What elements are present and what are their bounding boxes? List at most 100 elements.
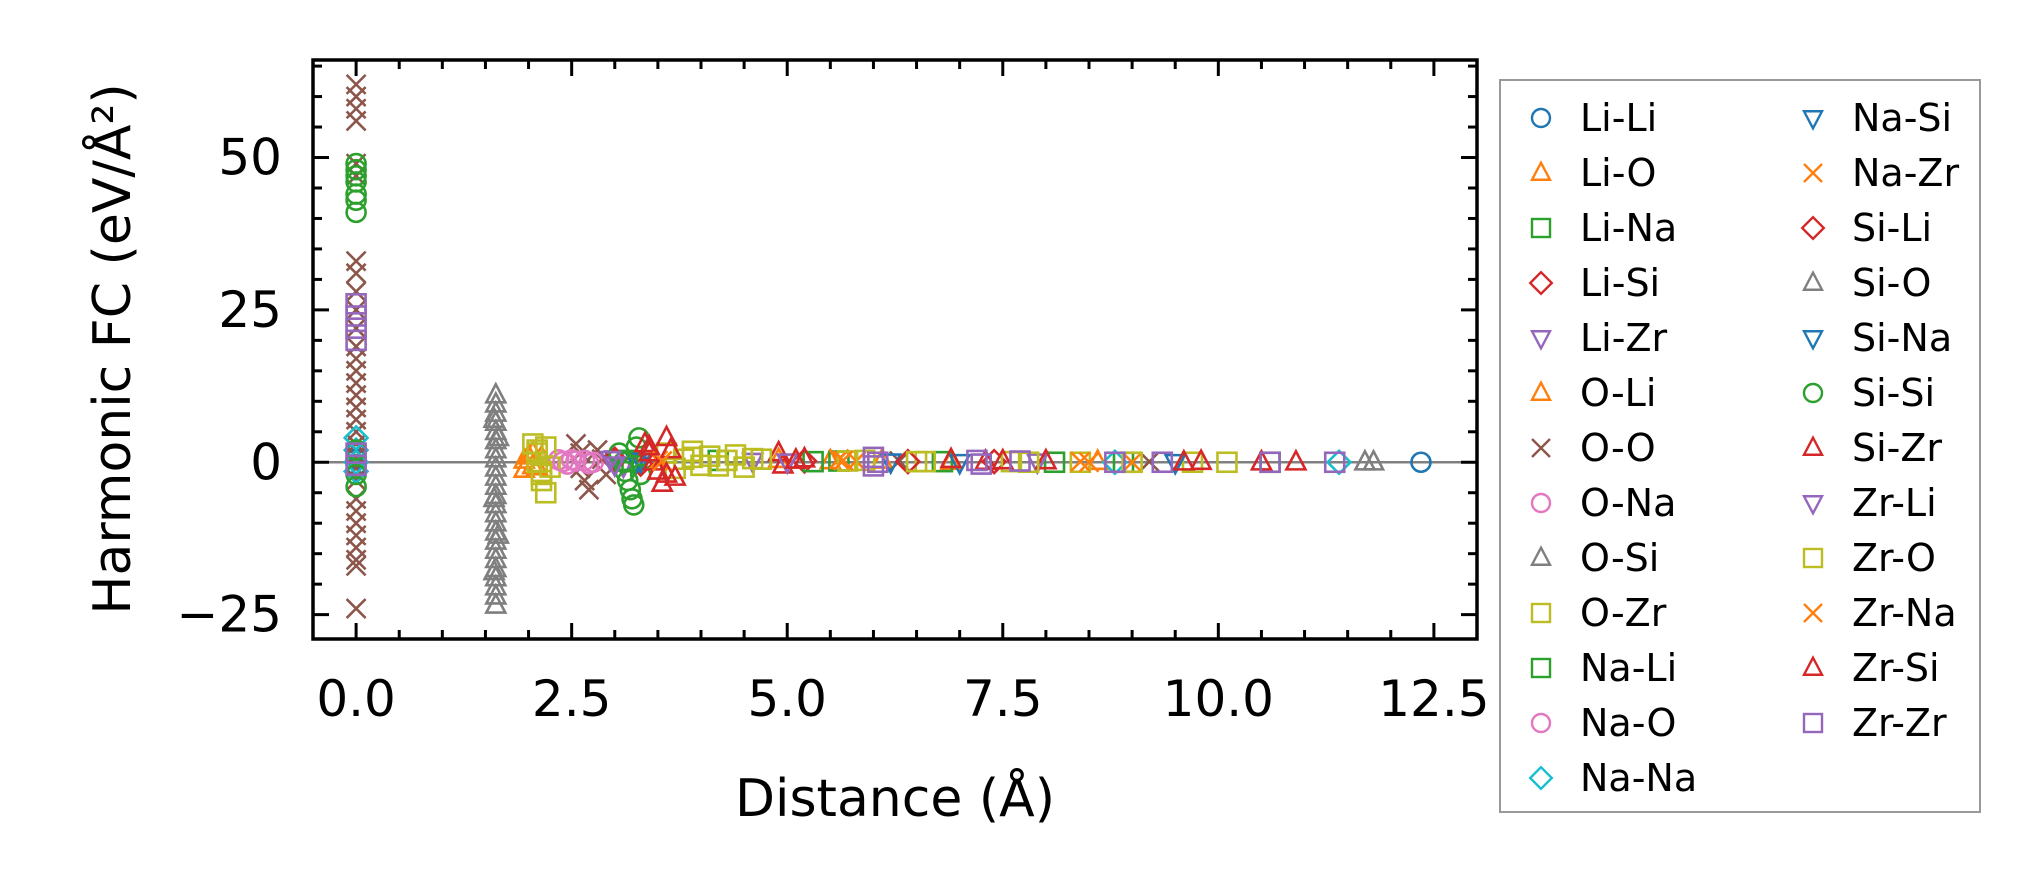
data-point-si-si [622, 494, 645, 516]
data-point-si-zr [1284, 448, 1308, 471]
data-point-si-na [948, 453, 972, 476]
data-point-zr-zr [862, 455, 885, 477]
x-tick-label: 10.0 [1163, 670, 1274, 728]
legend-label-zr-o: Zr-O [1852, 536, 1936, 580]
data-point-si-zr [663, 463, 687, 486]
data-point-o-o [578, 479, 600, 501]
data-point-na-o [578, 452, 600, 475]
data-point-o-na [573, 449, 596, 472]
legend-label-zr-li: Zr-Li [1852, 481, 1937, 525]
data-point-si-si [345, 158, 367, 181]
data-point-o-o [345, 549, 367, 571]
data-point-o-o [1138, 451, 1160, 473]
data-point-si-li [894, 448, 922, 475]
data-point-si-zr [991, 447, 1015, 470]
x-tick-label: 2.5 [532, 670, 612, 728]
legend-label-na-si: Na-Si [1852, 96, 1952, 140]
data-point-zr-zr [966, 449, 988, 472]
data-point-zr-o [526, 439, 548, 461]
legend-label-na-li: Na-Li [1580, 646, 1677, 690]
data-point-zr-li [603, 456, 627, 479]
data-point-o-si [484, 582, 508, 605]
legend-marker-na-zr [1803, 163, 1823, 183]
data-point-si-si [345, 189, 367, 211]
data-point-zr-na [832, 450, 854, 471]
legend-marker-si-zr [1802, 435, 1824, 456]
data-point-zr-zr [1104, 451, 1126, 474]
data-point-o-zr [1181, 451, 1204, 474]
data-point-si-o [482, 558, 506, 581]
legend-marker-si-na [1802, 330, 1824, 351]
legend-marker-o-zr [1530, 602, 1552, 624]
series-si-o [482, 405, 1377, 581]
legend-marker-li-zr [1530, 330, 1552, 351]
legend-frame [1499, 79, 1981, 813]
legend-marker-o-o [1531, 438, 1551, 458]
legend-label-si-zr: Si-Zr [1852, 426, 1942, 470]
data-point-zr-si [784, 446, 808, 469]
legend-marker-zr-o [1802, 547, 1824, 569]
axis-ticks: 0.0 2.5 5.0 7.5 10.0 12.5 −25 0 25 50 [176, 60, 1490, 728]
legend-marker-o-si [1530, 545, 1552, 566]
data-point-o-o [345, 299, 367, 321]
legend-marker-li-o [1530, 160, 1552, 181]
data-point-zr-zr [1151, 451, 1174, 474]
data-point-zr-si [1172, 448, 1196, 471]
legend-marker-na-o [1530, 712, 1552, 734]
y-tick-label: 25 [218, 281, 282, 339]
legend-marker-na-na [1528, 765, 1554, 791]
y-tick-label: 50 [218, 129, 282, 187]
data-point-o-o [345, 281, 367, 303]
legend-label-li-si: Li-Si [1580, 261, 1660, 305]
legend-marker-si-o [1802, 270, 1824, 291]
x-axis-label: Distance (Å) [735, 767, 1055, 829]
data-point-si-si [345, 475, 367, 498]
legend-label-zr-na: Zr-Na [1852, 591, 1957, 635]
data-point-zr-zr [1259, 451, 1281, 474]
legend-marker-li-si [1528, 270, 1554, 296]
legend-marker-si-li [1800, 215, 1826, 241]
y-tick-label: 0 [250, 433, 282, 491]
data-point-na-zr [1069, 451, 1091, 473]
data-point-o-o [345, 598, 367, 619]
data-point-zr-zr [970, 453, 993, 475]
series-o-si [484, 381, 1386, 614]
data-point-o-o [345, 262, 367, 284]
series-zr-zr [345, 292, 1346, 477]
y-tick-label: −25 [176, 586, 282, 644]
data-point-zr-o [836, 450, 859, 472]
legend-marker-zr-li [1802, 495, 1824, 516]
data-point-li-o [512, 455, 536, 478]
data-point-li-na [931, 450, 954, 473]
data-point-zr-o [905, 450, 928, 473]
data-point-o-o [345, 555, 367, 577]
data-point-si-o [1353, 448, 1377, 471]
data-point-zr-zr [345, 317, 367, 339]
legend-label-zr-zr: Zr-Zr [1852, 701, 1947, 745]
data-point-o-si [486, 521, 511, 544]
legend-marker-na-li [1530, 657, 1552, 679]
legend-label-na-na: Na-Na [1580, 756, 1697, 800]
legend-marker-o-na [1530, 492, 1552, 514]
data-point-si-zr [1034, 447, 1058, 470]
data-point-na-na [1325, 449, 1353, 476]
data-point-zr-zr [1323, 451, 1346, 474]
data-point-si-si [345, 201, 367, 224]
legend-label-na-zr: Na-Zr [1852, 151, 1959, 195]
y-axis-label: Harmonic FC (eV/Å²) [81, 83, 143, 614]
data-point-o-si [486, 424, 511, 447]
data-point-si-si [619, 478, 642, 501]
data-point-si-zr [939, 446, 963, 469]
legend-marker-na-si [1802, 110, 1824, 131]
legend-label-li-zr: Li-Zr [1580, 316, 1667, 360]
legend: Li-Li Li-O Li-Na Li-Si Li-Zr O-Li O-O O-Na O-Si O… [1499, 79, 1981, 813]
x-tick-label: 12.5 [1378, 670, 1489, 728]
data-point-si-o [482, 485, 506, 508]
legend-label-na-o: Na-O [1580, 701, 1676, 745]
data-point-zr-zr [345, 292, 367, 315]
data-point-na-si [1163, 453, 1187, 476]
series-zr-li [598, 450, 799, 479]
data-point-si-zr [659, 436, 683, 459]
legend-marker-zr-zr [1802, 712, 1824, 734]
